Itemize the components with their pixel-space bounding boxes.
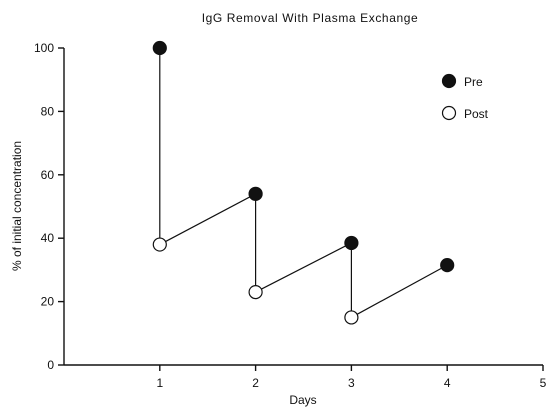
chart-title: IgG Removal With Plasma Exchange [202,11,419,25]
connector-post-to-pre [255,242,352,293]
data-point-pre [152,40,167,56]
data-point-pre [344,235,359,251]
y-tick-label: 0 [47,358,54,372]
legend-label-post: Post [464,107,489,121]
data-markers [152,40,455,325]
x-axis-label: Days [289,393,316,407]
y-tick-label: 100 [34,41,54,55]
x-tick-label: 4 [444,376,451,390]
data-point-post [248,284,263,300]
y-tick-label: 40 [41,231,55,245]
x-tick-label: 1 [156,376,163,390]
data-point-post [344,310,359,325]
data-point-post [152,237,167,252]
legend-marker-pre [441,73,457,89]
x-ticks: 1 2 3 4 5 [156,365,547,390]
x-tick-label: 3 [348,376,355,390]
y-ticks: 0 20 40 60 80 100 [34,41,64,372]
y-tick-label: 60 [41,168,55,182]
y-tick-label: 20 [41,295,55,309]
x-tick-label: 5 [540,376,547,390]
y-axis-label: % of initial concentration [10,141,24,271]
connector-lines [159,48,448,318]
legend-marker-post [441,105,457,121]
x-tick-label: 2 [252,376,259,390]
data-point-pre [248,186,263,201]
legend-label-pre: Pre [464,75,483,89]
connector-post-to-pre [159,193,256,246]
data-point-pre [440,258,455,273]
y-tick-label: 80 [41,104,55,118]
connector-post-to-pre [351,264,448,318]
legend: Pre Post [441,73,489,121]
